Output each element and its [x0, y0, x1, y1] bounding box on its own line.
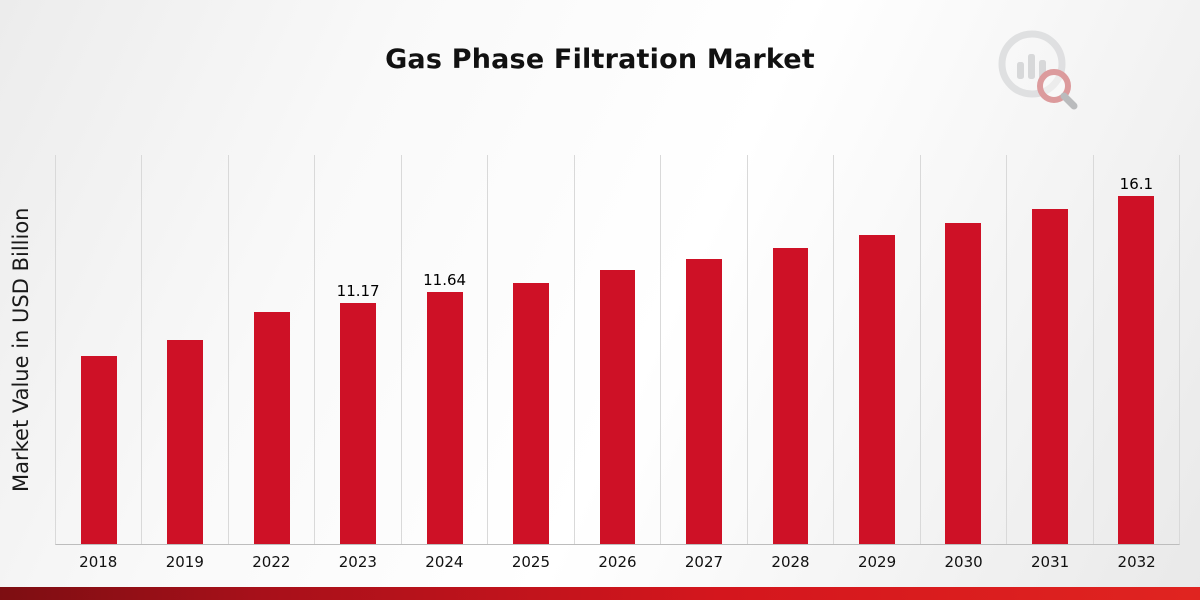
- y-axis-label: Market Value in USD Billion: [9, 207, 33, 493]
- bar-2032: [1118, 196, 1155, 544]
- bar-2028: [772, 247, 809, 544]
- x-tick-2022: 2022: [252, 553, 291, 571]
- bar-value-label-2026: [615, 249, 620, 267]
- bottom-accent-bar: [0, 587, 1200, 600]
- bar-2024: [426, 292, 463, 544]
- x-tick-2029: 2029: [857, 553, 897, 571]
- bar-value-label-2022: [269, 291, 274, 309]
- brand-logo-icon: [998, 30, 1078, 110]
- bar-2025: [513, 282, 550, 544]
- bar-column-2024: 11.64: [402, 155, 489, 544]
- bar-column-2029: [834, 155, 921, 544]
- x-tick-2026: 2026: [598, 553, 637, 571]
- x-tick-2030: 2030: [944, 553, 983, 571]
- x-tick-2031: 2031: [1031, 553, 1070, 571]
- bar-2031: [1031, 209, 1068, 544]
- bar-2029: [859, 234, 895, 544]
- bar-column-2019: [142, 155, 229, 544]
- x-tick-2018: 2018: [79, 553, 118, 571]
- x-tick-2032: 2032: [1117, 553, 1156, 571]
- bar-column-2028: [748, 155, 835, 544]
- x-tick-2019: 2019: [165, 553, 204, 571]
- chart-title: Gas Phase Filtration Market: [385, 44, 815, 75]
- bar-column-2031: [1007, 155, 1094, 544]
- bar-2026: [599, 270, 636, 544]
- bar-value-label-2023: 11.17: [336, 281, 380, 300]
- bar-column-2025: [488, 155, 575, 544]
- bar-value-label-2028: [788, 227, 793, 245]
- bar-column-2022: [229, 155, 316, 544]
- x-axis-labels: 2018 2019 2022 2023 2024 2025 2026 2027 2028 2029…: [55, 549, 1180, 571]
- bar-value-label-2030: [961, 202, 966, 220]
- bar-column-2023: 11.17: [315, 155, 402, 544]
- x-tick-2024: 2024: [425, 553, 464, 571]
- bar-value-label-2031: [1048, 188, 1053, 206]
- bar-value-label-2024: 11.64: [423, 271, 467, 290]
- bar-2030: [945, 222, 982, 544]
- bar-value-label-2032: 16.1: [1119, 175, 1154, 194]
- x-tick-2025: 2025: [511, 553, 551, 571]
- x-tick-2028: 2028: [771, 553, 810, 571]
- bar-value-label-2025: [529, 262, 534, 280]
- bar-value-label-2019: [183, 319, 188, 337]
- bar-2019: [167, 340, 204, 544]
- bar-column-2032: 16.1: [1094, 155, 1179, 544]
- bar-column-2027: [661, 155, 748, 544]
- bar-value-label-2018: [96, 335, 101, 353]
- bar-column-2018: [56, 155, 143, 544]
- x-tick-2027: 2027: [684, 553, 724, 571]
- bar-2018: [80, 355, 117, 544]
- bar-column-2030: [921, 155, 1008, 544]
- bar-value-label-2027: [702, 238, 707, 256]
- x-tick-2023: 2023: [338, 553, 377, 571]
- bar-2023: [340, 302, 377, 544]
- bar-column-2026: [575, 155, 662, 544]
- plot-area: 11.17 11.64 16.1: [55, 155, 1180, 545]
- bar-value-label-2029: [875, 214, 880, 232]
- bar-2027: [686, 258, 722, 544]
- bar-2022: [253, 312, 290, 544]
